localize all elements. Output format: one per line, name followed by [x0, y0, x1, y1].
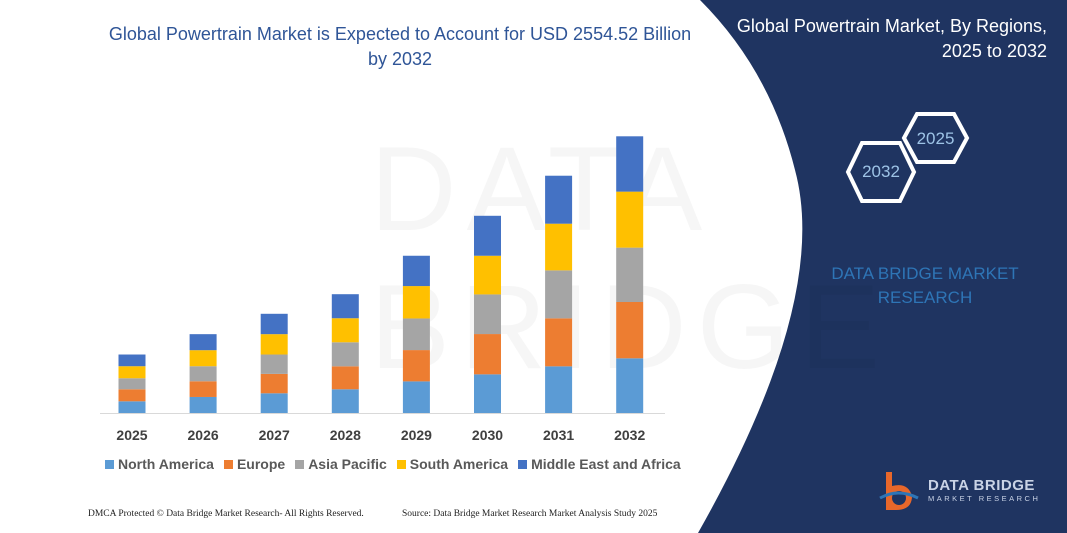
legend-label: South America — [409, 456, 509, 472]
bar-segment-2031-3 — [545, 223, 573, 271]
side-title: Global Powertrain Market, By Regions, 20… — [736, 16, 1047, 61]
bar-segment-2032-3 — [616, 191, 644, 248]
bar-segment-2027-1 — [260, 373, 288, 394]
legend-label: North America — [118, 456, 214, 472]
legend-item: Middle East and Africa — [518, 456, 681, 472]
bar-segment-2026-1 — [189, 381, 217, 397]
bar-segment-2028-0 — [331, 389, 359, 413]
bar-segment-2029-2 — [402, 318, 430, 351]
bar-segment-2027-2 — [260, 354, 288, 374]
stacked-bar-chart: 2025 2026 2027 2028 2029 2030 2031 2032 — [100, 136, 665, 443]
bar-segment-2027-3 — [260, 334, 288, 355]
bar-segment-2032-1 — [616, 301, 644, 359]
bar-segment-2026-0 — [189, 396, 217, 413]
bar-segment-2025-0 — [118, 401, 146, 413]
x-tick-label: 2032 — [614, 427, 645, 443]
x-tick-label: 2026 — [188, 427, 219, 443]
legend-label: Asia Pacific — [308, 456, 387, 472]
bar-segment-2030-1 — [474, 334, 501, 375]
bar-segment-2026-3 — [189, 350, 217, 367]
bar-segment-2032-4 — [616, 136, 644, 192]
logo-icon — [879, 472, 919, 510]
hex-label-2032: 2032 — [862, 162, 900, 181]
bar-segment-2026-4 — [189, 334, 217, 351]
footer-source: Source: Data Bridge Market Research Mark… — [402, 509, 658, 519]
hexagon-large — [845, 141, 917, 203]
legend-swatch — [396, 459, 406, 469]
legend-swatch — [295, 459, 305, 469]
bar-segment-2028-3 — [331, 318, 359, 343]
footer-copyright: DMCA Protected © Data Bridge Market Rese… — [88, 509, 364, 519]
legend-swatch — [105, 459, 114, 469]
legend-item: North America — [105, 456, 214, 472]
bar-segment-2025-3 — [118, 366, 146, 379]
legend-swatch — [223, 459, 233, 469]
bar-segment-2030-3 — [474, 255, 501, 295]
x-tick-label: 2031 — [543, 427, 574, 443]
bar-segment-2029-0 — [402, 381, 430, 413]
legend-item: Asia Pacific — [295, 456, 387, 472]
logo-sub: MARKET RESEARCH — [928, 494, 1041, 503]
legend-label: Middle East and Africa — [531, 456, 681, 472]
bar-segment-2026-2 — [189, 366, 217, 382]
logo-name: DATA BRIDGE — [928, 477, 1035, 494]
bar-segment-2028-4 — [331, 294, 359, 319]
bar-segment-2028-1 — [331, 366, 359, 390]
bar-segment-2025-2 — [118, 378, 146, 390]
bar-segment-2028-2 — [331, 342, 359, 367]
bar-segment-2031-1 — [545, 318, 573, 367]
bar-segment-2030-0 — [474, 374, 501, 413]
hex-label-2025: 2025 — [916, 129, 955, 148]
x-tick-label: 2030 — [472, 427, 503, 443]
bar-segment-2029-1 — [402, 350, 430, 382]
brand-text: DATA BRIDGE MARKET RESEARCH — [831, 264, 1019, 307]
bar-segment-2027-4 — [260, 313, 288, 335]
bar-segment-2030-2 — [474, 294, 501, 335]
x-tick-label: 2025 — [116, 427, 147, 443]
x-tick-label: 2028 — [330, 427, 361, 443]
legend-item: Europe — [223, 456, 286, 472]
bar-segment-2031-4 — [545, 175, 573, 224]
legend: North America Europe Asia Pacific South Ame… — [105, 456, 681, 472]
bar-segment-2030-4 — [474, 215, 501, 256]
legend-label: Europe — [236, 456, 286, 472]
chart-title: Global Powertrain Market is Expected to … — [108, 24, 692, 69]
x-tick-label: 2027 — [259, 427, 290, 443]
hexagon-small — [901, 112, 970, 164]
legend-swatch — [518, 459, 528, 469]
bar-segment-2027-0 — [260, 393, 288, 413]
bar-segment-2032-2 — [616, 247, 644, 302]
bar-segment-2029-4 — [402, 255, 430, 287]
legend-item: South America — [396, 456, 509, 472]
bar-segment-2031-0 — [545, 366, 573, 413]
x-tick-label: 2029 — [401, 427, 432, 443]
bar-segment-2029-3 — [402, 286, 430, 319]
bar-segment-2025-4 — [118, 354, 146, 367]
bar-segment-2031-2 — [545, 270, 573, 319]
bar-segment-2025-1 — [118, 389, 146, 402]
logo: DATA BRIDGE MARKET RESEARCH — [878, 468, 1040, 512]
bar-segment-2032-0 — [616, 358, 644, 413]
